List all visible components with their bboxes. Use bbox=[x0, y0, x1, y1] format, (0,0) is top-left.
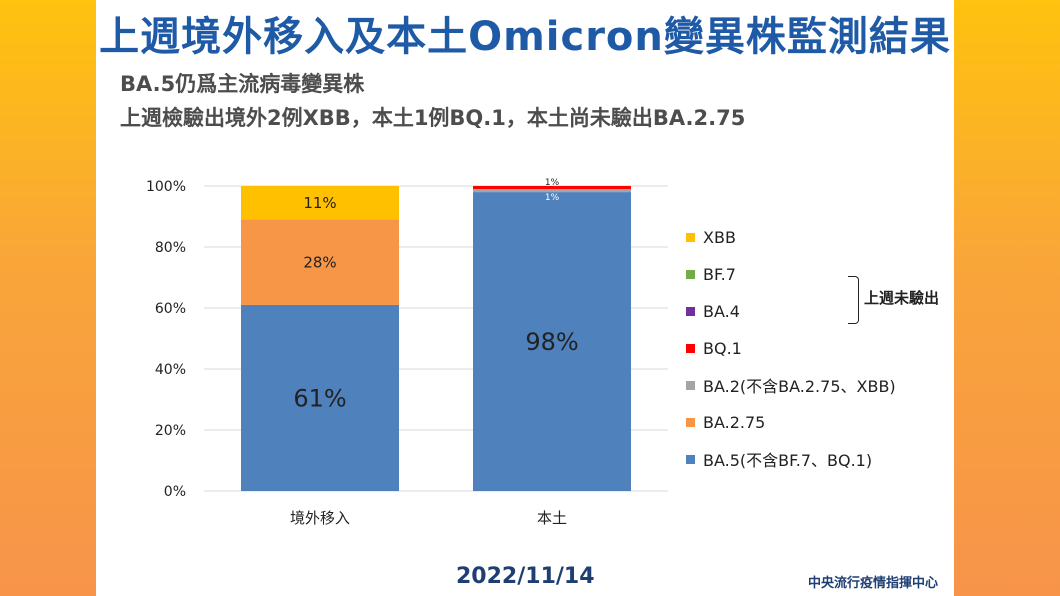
y-tick-label: 20% bbox=[155, 423, 186, 439]
bar-segment bbox=[473, 189, 631, 193]
y-tick-label: 80% bbox=[155, 240, 186, 256]
legend-item: BA.4 bbox=[686, 300, 740, 322]
legend-swatch bbox=[686, 306, 695, 316]
data-label: 61% bbox=[293, 385, 346, 413]
slide-title: 上週境外移入及本土Omicron變異株監測結果 bbox=[99, 14, 951, 60]
stacked-bar-chart: 0% 20% 40% 60% 80% 100% 61% 28% 11% 境外移入 98% 1% 1% 本土 bbox=[146, 178, 668, 527]
slide-panel: 上週境外移入及本土Omicron變異株監測結果 BA.5仍爲主流病毒變異株 上週… bbox=[96, 0, 954, 596]
legend-bracket bbox=[848, 276, 859, 324]
data-label: 1% bbox=[545, 178, 560, 188]
data-label: 28% bbox=[303, 254, 336, 272]
bar-segment bbox=[241, 219, 399, 305]
bar-segment bbox=[241, 304, 399, 491]
subtitle-line-1: BA.5仍爲主流病毒變異株 bbox=[120, 72, 365, 96]
y-tick-label: 0% bbox=[164, 484, 186, 500]
y-tick-label: 100% bbox=[146, 179, 186, 195]
legend-label: BA.5(不含BF.7、BQ.1) bbox=[703, 451, 873, 470]
legend-note: 上週未驗出 bbox=[864, 289, 940, 307]
data-label: 1% bbox=[545, 193, 560, 203]
legend-label: BF.7 bbox=[703, 264, 736, 284]
report-date: 2022/11/14 bbox=[456, 564, 595, 589]
legend-item: BF.7 bbox=[686, 263, 736, 285]
x-category-label: 境外移入 bbox=[290, 509, 350, 527]
legend-item: BA.5(不含BF.7、BQ.1) bbox=[686, 448, 872, 470]
source-label: 中央流行疫情指揮中心 bbox=[807, 576, 938, 591]
legend-label: BA.2(不含BA.2.75、XBB) bbox=[703, 377, 896, 396]
y-tick-label: 60% bbox=[155, 301, 186, 317]
legend-label: BQ.1 bbox=[703, 338, 742, 358]
y-tick-label: 40% bbox=[155, 362, 186, 378]
legend-swatch bbox=[686, 454, 695, 464]
legend-item: BA.2(不含BA.2.75、XBB) bbox=[686, 374, 896, 396]
legend-item: BQ.1 bbox=[686, 337, 742, 359]
x-category-label: 本土 bbox=[537, 509, 567, 527]
legend-swatch bbox=[686, 269, 695, 279]
bar-segment bbox=[473, 192, 631, 491]
bar-segment bbox=[473, 186, 631, 190]
subtitle-line-2: 上週檢驗出境外2例XBB，本土1例BQ.1，本土尚未驗出BA.2.75 bbox=[120, 106, 746, 130]
bar-segment bbox=[241, 186, 399, 220]
legend-item: XBB bbox=[686, 226, 736, 248]
legend-swatch bbox=[686, 343, 695, 353]
legend-label: BA.2.75 bbox=[703, 412, 766, 432]
legend-swatch bbox=[686, 380, 695, 390]
legend-swatch bbox=[686, 232, 695, 242]
legend-swatch bbox=[686, 417, 695, 427]
chart-legend: 上週未驗出 XBB BF.7 BA.4 BQ.1 BA.2(不含BA.2.75、XBB)… bbox=[686, 226, 946, 486]
legend-item: BA.2.75 bbox=[686, 411, 765, 433]
data-label: 11% bbox=[303, 194, 336, 212]
legend-label: XBB bbox=[703, 227, 736, 247]
data-label: 98% bbox=[525, 328, 578, 356]
legend-label: BA.4 bbox=[703, 301, 740, 321]
